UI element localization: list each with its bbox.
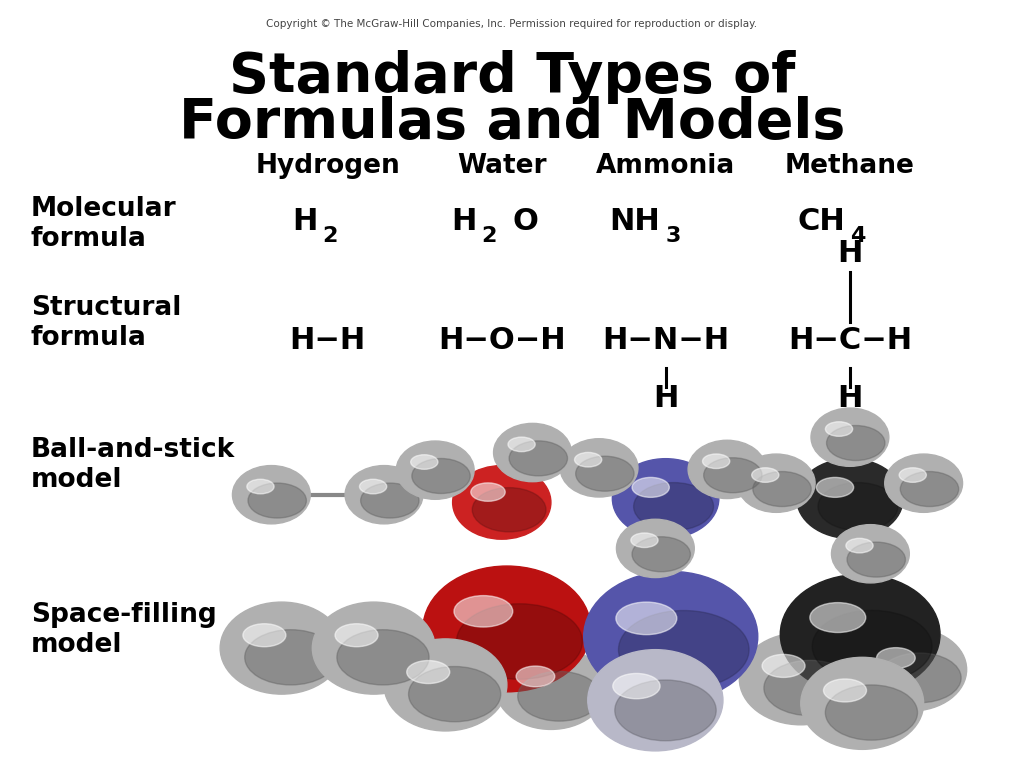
Text: H−O−H: H−O−H — [438, 326, 565, 355]
Circle shape — [616, 519, 694, 578]
Circle shape — [811, 408, 889, 466]
Ellipse shape — [509, 441, 567, 476]
Ellipse shape — [574, 453, 602, 467]
Circle shape — [560, 439, 638, 497]
Circle shape — [737, 454, 815, 512]
Text: Methane: Methane — [785, 153, 914, 179]
Text: H: H — [451, 207, 476, 236]
Circle shape — [232, 466, 310, 524]
Circle shape — [885, 454, 963, 512]
Text: H: H — [292, 207, 317, 236]
Ellipse shape — [412, 459, 470, 493]
Ellipse shape — [411, 455, 438, 469]
Ellipse shape — [454, 596, 513, 627]
Text: H: H — [653, 384, 678, 413]
Text: 4: 4 — [850, 226, 865, 246]
Ellipse shape — [248, 483, 306, 518]
Ellipse shape — [359, 479, 387, 494]
Circle shape — [423, 566, 591, 692]
Ellipse shape — [615, 602, 677, 634]
Ellipse shape — [816, 477, 854, 497]
Text: Standard Types of: Standard Types of — [228, 50, 796, 104]
Circle shape — [496, 647, 606, 729]
Ellipse shape — [634, 482, 714, 531]
Ellipse shape — [409, 667, 501, 722]
Circle shape — [831, 525, 909, 583]
Ellipse shape — [472, 488, 546, 532]
Ellipse shape — [825, 422, 853, 436]
Ellipse shape — [812, 611, 932, 682]
Text: NH: NH — [609, 207, 660, 236]
Text: Water: Water — [457, 153, 547, 179]
Text: H: H — [838, 384, 862, 413]
Ellipse shape — [632, 477, 670, 497]
Text: CH: CH — [797, 207, 845, 236]
Circle shape — [453, 466, 551, 539]
Ellipse shape — [899, 468, 927, 482]
Circle shape — [780, 574, 940, 694]
Text: Formulas and Models: Formulas and Models — [179, 96, 845, 150]
Circle shape — [797, 459, 903, 538]
Circle shape — [312, 602, 435, 694]
Circle shape — [801, 657, 924, 749]
Text: Ball-and-stick
model: Ball-and-stick model — [31, 437, 234, 493]
Ellipse shape — [810, 603, 865, 633]
Circle shape — [688, 440, 766, 499]
Text: Copyright © The McGraw-Hill Companies, Inc. Permission required for reproduction: Copyright © The McGraw-Hill Companies, I… — [266, 19, 758, 29]
Ellipse shape — [575, 456, 634, 491]
Text: Ammonia: Ammonia — [596, 153, 735, 179]
Text: 2: 2 — [323, 226, 338, 246]
Text: H−C−H: H−C−H — [787, 326, 912, 355]
Circle shape — [494, 423, 571, 482]
Circle shape — [588, 650, 723, 751]
Circle shape — [612, 459, 719, 538]
Ellipse shape — [764, 660, 856, 716]
Ellipse shape — [631, 533, 658, 548]
Ellipse shape — [245, 630, 337, 685]
Ellipse shape — [337, 630, 429, 685]
Text: H−H: H−H — [290, 326, 366, 355]
Ellipse shape — [818, 482, 898, 531]
Ellipse shape — [762, 654, 805, 677]
Ellipse shape — [518, 671, 601, 721]
Circle shape — [584, 571, 758, 702]
Text: Molecular
formula: Molecular formula — [31, 196, 176, 252]
Ellipse shape — [247, 479, 274, 494]
Circle shape — [220, 602, 343, 694]
Ellipse shape — [877, 647, 915, 668]
Ellipse shape — [508, 437, 536, 452]
Circle shape — [739, 633, 862, 725]
Ellipse shape — [407, 660, 450, 683]
Ellipse shape — [612, 673, 660, 699]
Ellipse shape — [703, 458, 762, 492]
Text: Space-filling
model: Space-filling model — [31, 602, 216, 658]
Ellipse shape — [823, 679, 866, 702]
Text: H: H — [838, 239, 862, 268]
Ellipse shape — [457, 604, 583, 680]
Ellipse shape — [752, 468, 779, 482]
Circle shape — [396, 441, 474, 499]
Ellipse shape — [632, 537, 690, 571]
Text: Structural
formula: Structural formula — [31, 295, 181, 351]
Ellipse shape — [702, 454, 730, 469]
Ellipse shape — [618, 611, 750, 689]
Ellipse shape — [614, 680, 716, 741]
Ellipse shape — [243, 624, 286, 647]
Ellipse shape — [847, 542, 905, 577]
Ellipse shape — [825, 685, 918, 740]
Ellipse shape — [879, 653, 962, 703]
Ellipse shape — [335, 624, 378, 647]
Ellipse shape — [516, 666, 555, 686]
Ellipse shape — [900, 472, 958, 506]
Text: O: O — [512, 207, 538, 236]
Text: H−N−H: H−N−H — [602, 326, 729, 355]
Text: Hydrogen: Hydrogen — [255, 153, 400, 179]
Ellipse shape — [471, 483, 505, 502]
Ellipse shape — [846, 538, 873, 553]
Text: 3: 3 — [666, 226, 681, 246]
Text: 2: 2 — [481, 226, 497, 246]
Circle shape — [345, 466, 423, 524]
Ellipse shape — [826, 426, 885, 460]
Circle shape — [384, 639, 507, 731]
